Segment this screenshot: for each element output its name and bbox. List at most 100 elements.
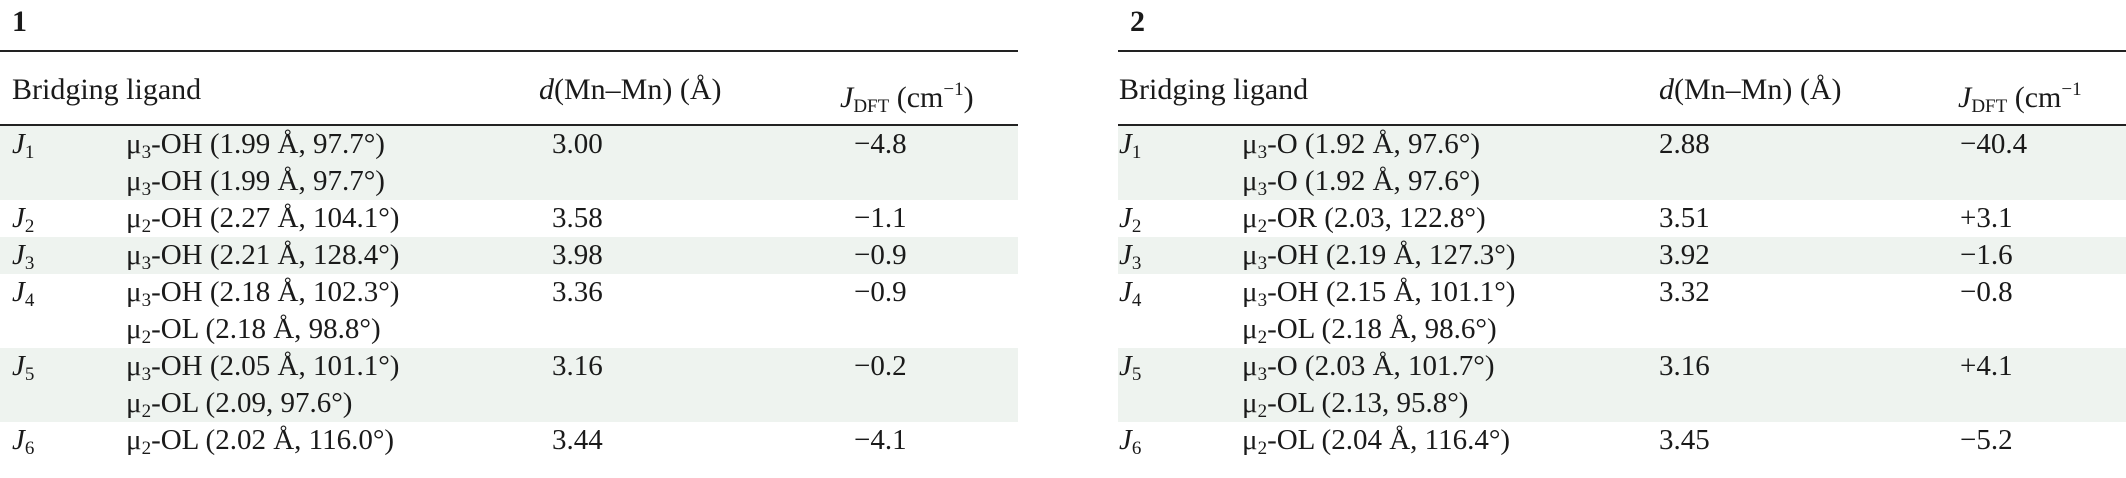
mu-symbol: μ	[126, 313, 142, 345]
table-row: J2 μ2-OH (2.27 Å, 104.1°) 3.58 −1.1	[0, 200, 1018, 237]
distance-cell: 3.98	[552, 239, 603, 271]
mu-index: 2	[141, 401, 152, 422]
ligand-text: -OH (2.15 Å, 101.1°)	[1267, 276, 1516, 308]
coupling-symbol: J	[12, 128, 25, 160]
row-line: μ2-OL (2.13, 95.8°)	[1118, 385, 2126, 422]
header-jdft: JDFT (cm−1)	[840, 62, 974, 135]
row-line: J3 μ3-OH (2.19 Å, 127.3°) 3.92 −1.6	[1118, 237, 2126, 274]
coupling-label: J1	[1119, 126, 1141, 171]
row-line: μ2-OL (2.18 Å, 98.8°)	[0, 311, 1018, 348]
distance-cell: 3.51	[1659, 202, 1710, 234]
ligand-text: -O (1.92 Å, 97.6°)	[1267, 165, 1481, 197]
header-distance-rest: (Mn–Mn) (Å)	[554, 73, 722, 106]
mu-symbol: μ	[126, 165, 142, 197]
coupling-index: 2	[24, 216, 35, 237]
mu-index: 2	[1257, 438, 1268, 459]
row-line: J4 μ3-OH (2.15 Å, 101.1°) 3.32 −0.8	[1118, 274, 2126, 311]
mu-index: 2	[1257, 401, 1268, 422]
mu-index: 3	[1257, 142, 1268, 163]
coupling-label: J3	[12, 237, 34, 282]
top-rule	[0, 50, 1018, 52]
coupling-index: 5	[1131, 364, 1142, 385]
coupling-symbol: J	[12, 276, 25, 308]
header-jdft-var: J	[1958, 81, 1972, 114]
mu-symbol: μ	[1242, 387, 1258, 419]
ligand-text: -OH (1.99 Å, 97.7°)	[151, 165, 385, 197]
bridging-ligand-cell: μ2-OL (2.09, 97.6°)	[126, 385, 352, 430]
row-line: J1 μ3-O (1.92 Å, 97.6°) 2.88 −40.4	[1118, 126, 2126, 163]
mu-index: 2	[141, 216, 152, 237]
coupling-label: J6	[1119, 422, 1141, 467]
table-label: 2	[1130, 5, 1145, 38]
coupling-index: 3	[1131, 253, 1142, 274]
mu-index: 3	[141, 253, 152, 274]
ligand-text: -OR (2.03, 122.8°)	[1267, 202, 1486, 234]
mu-index: 2	[1257, 327, 1268, 348]
table-row: J5 μ3-O (2.03 Å, 101.7°) 3.16 +4.1 μ2-OL (2.…	[1118, 348, 2126, 422]
distance-cell: 3.92	[1659, 239, 1710, 271]
bridging-ligand-cell: μ2-OL (2.18 Å, 98.8°)	[126, 311, 381, 356]
ligand-text: -O (1.92 Å, 97.6°)	[1267, 128, 1481, 160]
mu-index: 3	[141, 142, 152, 163]
ligand-text: -OL (2.13, 95.8°)	[1267, 387, 1469, 419]
row-line: μ3-O (1.92 Å, 97.6°)	[1118, 163, 2126, 200]
row-line: J3 μ3-OH (2.21 Å, 128.4°) 3.98 −0.9	[0, 237, 1018, 274]
ligand-text: -OH (2.05 Å, 101.1°)	[151, 350, 400, 382]
header-bridging-ligand: Bridging ligand	[1119, 73, 1309, 106]
mu-symbol: μ	[126, 202, 142, 234]
coupling-symbol: J	[1119, 424, 1132, 456]
mu-symbol: μ	[1242, 239, 1258, 271]
coupling-index: 6	[24, 438, 35, 459]
mu-index: 3	[1257, 364, 1268, 385]
jdft-cell: −4.8	[854, 128, 907, 160]
row-line: J4 μ3-OH (2.18 Å, 102.3°) 3.36 −0.9	[0, 274, 1018, 311]
distance-cell: 3.36	[552, 276, 603, 308]
jdft-cell: −0.9	[854, 239, 907, 271]
coupling-symbol: J	[12, 202, 25, 234]
distance-cell: 3.45	[1659, 424, 1710, 456]
mu-index: 3	[1257, 179, 1268, 200]
coupling-label: J6	[12, 422, 34, 467]
coupling-label: J2	[12, 200, 34, 245]
header-rule	[0, 124, 1018, 126]
distance-cell: 3.44	[552, 424, 603, 456]
coupling-symbol: J	[12, 350, 25, 382]
mu-symbol: μ	[126, 387, 142, 419]
mu-index: 3	[1257, 290, 1268, 311]
mu-index: 3	[141, 179, 152, 200]
mu-symbol: μ	[126, 239, 142, 271]
ligand-text: -OL (2.09, 97.6°)	[151, 387, 353, 419]
jdft-cell: −1.1	[854, 202, 907, 234]
mu-symbol: μ	[1242, 128, 1258, 160]
coupling-label: J2	[1119, 200, 1141, 245]
table-row: J2 μ2-OR (2.03, 122.8°) 3.51 +3.1	[1118, 200, 2126, 237]
mu-index: 2	[141, 327, 152, 348]
ligand-text: -OH (1.99 Å, 97.7°)	[151, 128, 385, 160]
ligand-text: -OL (2.18 Å, 98.6°)	[1267, 313, 1497, 345]
mu-index: 2	[1257, 216, 1268, 237]
jdft-cell: −4.1	[854, 424, 907, 456]
top-rule	[1118, 50, 2126, 52]
jdft-cell: −0.2	[854, 350, 907, 382]
header-jdft-var: J	[840, 81, 854, 114]
bridging-ligand-cell: μ2-OH (2.27 Å, 104.1°)	[126, 200, 399, 245]
header-distance-rest: (Mn–Mn) (Å)	[1674, 73, 1842, 106]
coupling-index: 5	[24, 364, 35, 385]
bridging-ligand-cell: μ3-O (1.92 Å, 97.6°)	[1242, 163, 1480, 208]
jdft-cell: −40.4	[1960, 128, 2028, 160]
table-label: 1	[12, 5, 27, 38]
mu-index: 3	[141, 290, 152, 311]
header-rule	[1118, 124, 2126, 126]
jdft-cell: +4.1	[1960, 350, 2013, 382]
mu-symbol: μ	[1242, 165, 1258, 197]
row-line: J6 μ2-OL (2.04 Å, 116.4°) 3.45 −5.2	[1118, 422, 2126, 459]
ligand-text: -OL (2.02 Å, 116.0°)	[151, 424, 395, 456]
table-body: J1 μ3-OH (1.99 Å, 97.7°) 3.00 −4.8 μ3-OH (1.…	[0, 126, 1018, 459]
row-line: μ2-OL (2.09, 97.6°)	[0, 385, 1018, 422]
row-line: J6 μ2-OL (2.02 Å, 116.0°) 3.44 −4.1	[0, 422, 1018, 459]
distance-cell: 3.58	[552, 202, 603, 234]
coupling-symbol: J	[1119, 202, 1132, 234]
jdft-cell: −0.9	[854, 276, 907, 308]
mu-symbol: μ	[126, 424, 142, 456]
